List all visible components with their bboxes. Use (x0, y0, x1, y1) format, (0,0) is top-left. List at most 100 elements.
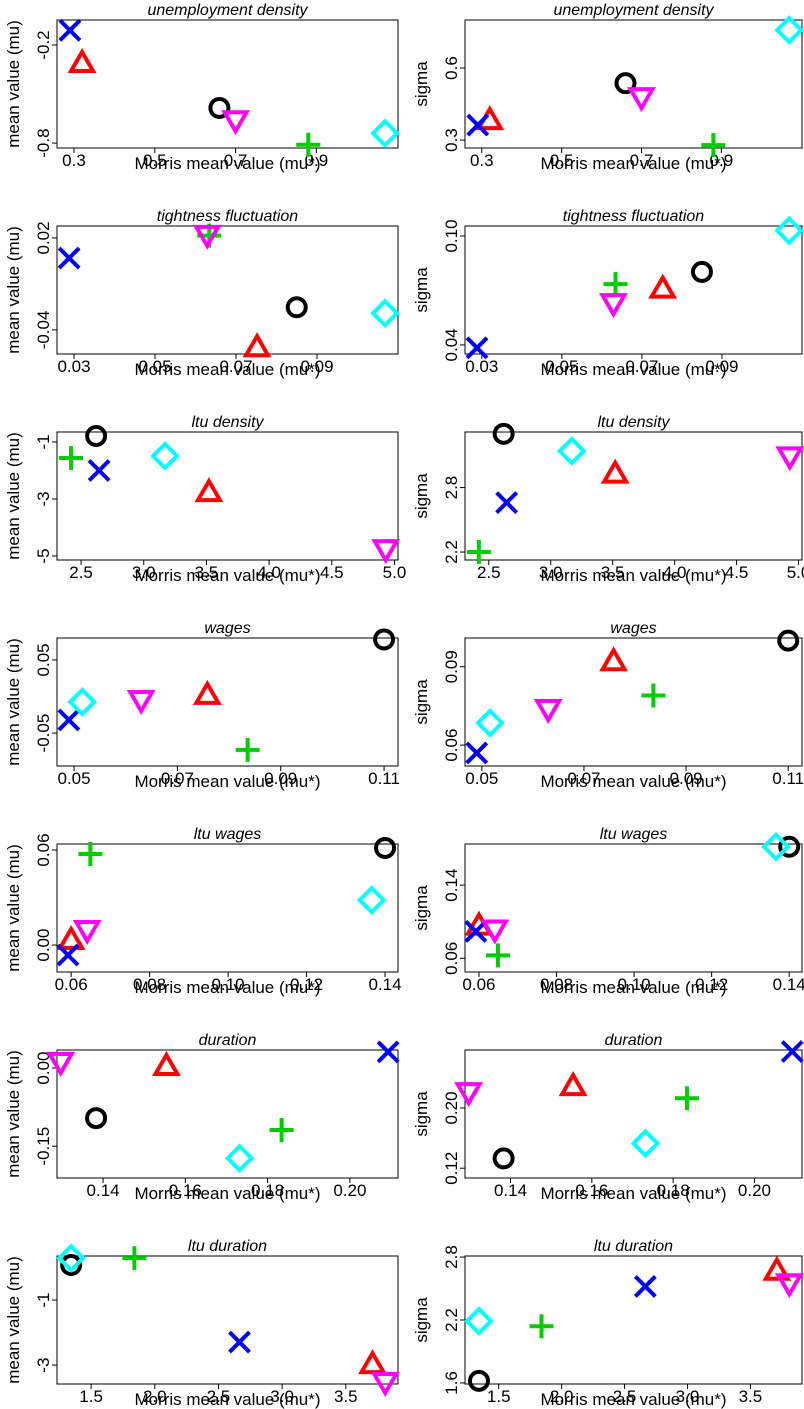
point (633, 1275, 657, 1298)
point (356, 885, 387, 915)
point (492, 422, 515, 445)
point (762, 1255, 792, 1281)
plot-frame (464, 1255, 803, 1385)
x-tick-label: 0.09 (670, 769, 703, 788)
plot-frame (464, 1049, 803, 1179)
y-tick-label: 0.06 (34, 833, 53, 866)
y-axis-label: sigma (412, 267, 431, 313)
x-tick-label: 0.14 (87, 1181, 120, 1200)
point (556, 436, 587, 466)
point (674, 1086, 699, 1111)
x-axis-label: Morris mean value (mu*) (540, 1184, 726, 1203)
y-axis-label: sigma (412, 679, 431, 725)
x-tick-label: 5.0 (383, 563, 407, 582)
x-tick-label: 0.07 (161, 769, 194, 788)
plot-frame (56, 19, 399, 149)
x-tick-label: 4.0 (663, 563, 687, 582)
x-tick-label: 0.08 (133, 975, 166, 994)
plot-frame (56, 1049, 399, 1179)
y-axis-label: mean value (mu) (4, 432, 23, 560)
point (464, 1306, 494, 1336)
point (72, 920, 102, 946)
x-tick-label: 0.18 (251, 1181, 284, 1200)
point (480, 919, 510, 945)
x-tick-label: 2.5 (477, 563, 501, 582)
y-tick-label: -0.8 (34, 128, 53, 157)
point (774, 215, 804, 246)
point (599, 646, 629, 672)
point (774, 15, 804, 45)
plot-frame (56, 1255, 399, 1385)
x-tick-label: 4.5 (725, 563, 749, 582)
point (778, 835, 801, 858)
x-tick-label: 0.07 (625, 357, 658, 376)
y-axis-label: mean value (mu) (4, 844, 23, 972)
chart-title: tightness fluctuation (157, 208, 299, 225)
y-tick-label: -1 (34, 1292, 53, 1307)
y-axis-label: sigma (412, 473, 431, 519)
point (370, 1372, 400, 1398)
x-axis-label: Morris mean value (mu*) (134, 1390, 320, 1409)
point (777, 629, 800, 652)
plot-frame (464, 637, 803, 767)
point (67, 687, 98, 717)
y-tick-label: 0.00 (34, 1051, 53, 1084)
point (371, 539, 401, 565)
x-tick-label: 3.5 (334, 1387, 358, 1406)
x-tick-label: 0.05 (138, 357, 171, 376)
x-tick-label: 0.16 (575, 1181, 608, 1200)
x-tick-label: 0.9 (710, 151, 734, 170)
y-axis-label: mean value (mu) (4, 20, 23, 148)
x-tick-label: 0.09 (300, 357, 333, 376)
x-tick-label: 0.03 (465, 357, 498, 376)
point (614, 72, 637, 95)
point (285, 296, 308, 319)
point (485, 943, 510, 968)
point (67, 48, 97, 73)
y-axis-label: sigma (412, 885, 431, 931)
x-axis-label: Morris mean value (mu*) (134, 1184, 320, 1203)
point (192, 224, 222, 250)
x-tick-label: 3.5 (601, 563, 625, 582)
point (780, 1040, 804, 1063)
point (775, 446, 804, 472)
x-axis-label: Morris mean value (mu*) (540, 360, 726, 379)
point (269, 1118, 294, 1143)
chart-title: ltu wages (600, 826, 668, 843)
point (599, 293, 628, 319)
y-tick-label: 2.8 (442, 476, 461, 500)
x-tick-label: 0.7 (630, 151, 654, 170)
x-tick-label: 0.06 (462, 975, 495, 994)
x-tick-label: 0.11 (772, 769, 804, 788)
point (87, 459, 111, 482)
y-tick-label: 2.2 (442, 540, 461, 564)
y-tick-label: 0.00 (34, 929, 53, 962)
y-tick-label: -0.2 (34, 30, 53, 59)
point (376, 1040, 400, 1064)
point (60, 1254, 83, 1277)
x-axis-label: Morris mean value (mu*) (540, 566, 726, 585)
chart-title: ltu density (191, 414, 264, 431)
x-tick-label: 2.0 (550, 1387, 574, 1406)
point (370, 298, 400, 329)
point (465, 741, 489, 765)
x-tick-label: 3.0 (676, 1387, 700, 1406)
point (465, 336, 489, 360)
x-tick-label: 0.10 (618, 975, 651, 994)
point (56, 943, 80, 967)
y-tick-label: 0.3 (442, 128, 461, 152)
x-tick-label: 0.7 (224, 151, 248, 170)
point (464, 919, 488, 943)
x-tick-label: 0.09 (264, 769, 297, 788)
x-axis-label: Morris mean value (mu*) (540, 154, 726, 173)
y-tick-label: -5 (34, 548, 53, 563)
point (85, 1107, 108, 1130)
x-tick-label: 0.5 (143, 151, 167, 170)
x-tick-label: 0.07 (567, 769, 600, 788)
x-tick-label: 0.12 (695, 975, 728, 994)
y-tick-label: 0.10 (442, 219, 461, 252)
x-tick-label: 0.11 (368, 769, 400, 788)
point (58, 18, 82, 42)
plot-frame (464, 431, 803, 561)
